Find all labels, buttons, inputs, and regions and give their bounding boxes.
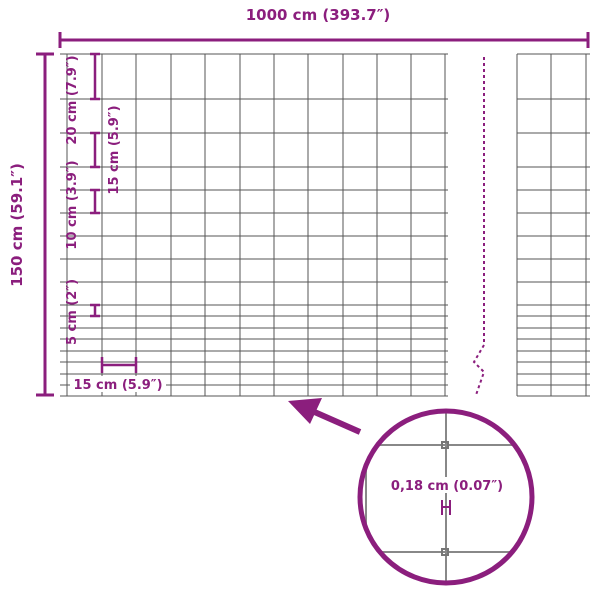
width-dimension: 1000 cm (393.7″)	[58, 6, 590, 48]
zoom-arrow-icon	[288, 398, 362, 435]
height-dimension: 150 cm (59.1″)	[8, 52, 54, 397]
spacing-5-label: 5 cm (2″)	[65, 279, 80, 345]
wire-thickness-label: 0,18 cm (0.07″)	[391, 479, 503, 494]
detail-magnifier: 0,18 cm (0.07″)	[357, 408, 535, 586]
spacing-15-vertical-label: 15 cm (5.9″)	[107, 105, 122, 194]
wire-mesh-grid	[60, 53, 590, 397]
spacing-20-label: 20 cm (7.9″)	[65, 55, 80, 144]
spacing-15-horizontal-label: 15 cm (5.9″)	[73, 378, 162, 393]
width-label: 1000 cm (393.7″)	[246, 6, 391, 24]
height-label: 150 cm (59.1″)	[8, 163, 26, 287]
break-line	[472, 57, 486, 396]
spacing-markers	[90, 52, 138, 373]
spacing-10-label: 10 cm (3.9″)	[65, 160, 80, 249]
